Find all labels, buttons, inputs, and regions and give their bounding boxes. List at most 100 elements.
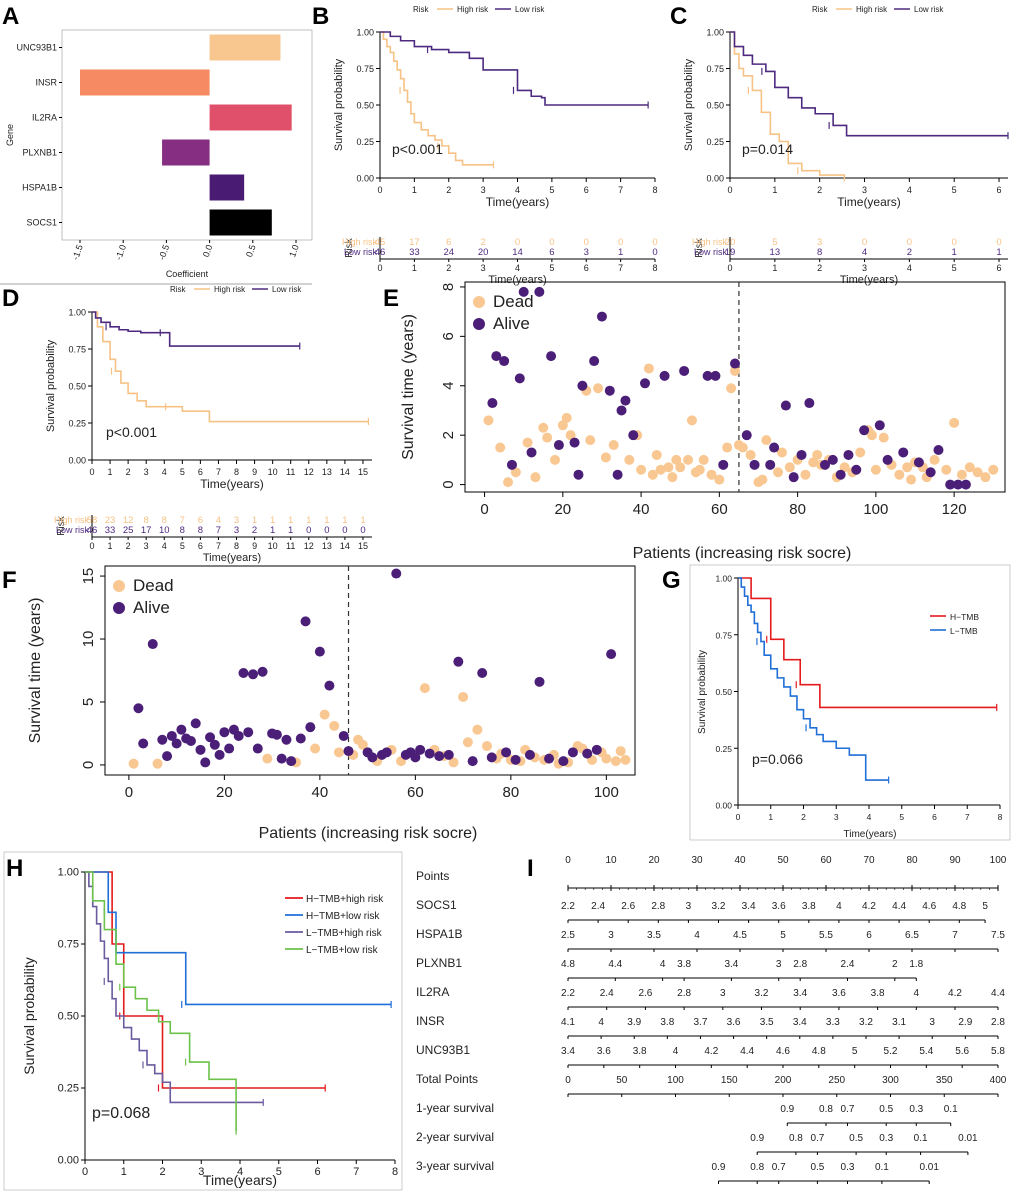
x-tick-label: 15 [358, 467, 368, 477]
alive-point [702, 370, 713, 381]
nomogram-tick-label: 4.4 [608, 959, 622, 970]
alive-point [314, 646, 325, 657]
nomogram-tick-label: 5.5 [819, 930, 833, 941]
alive-point [166, 730, 177, 741]
x-tick-label: 80 [789, 501, 806, 518]
risk-x-tick-label: 6 [997, 263, 1002, 273]
risk-row-label: Low risk [344, 247, 378, 257]
legend-label: H−TMB+high risk [306, 894, 384, 905]
nomogram-tick-label: 4.4 [892, 901, 906, 912]
x-tick-label: 1 [772, 185, 777, 195]
legend-label-low: Low risk [914, 5, 944, 14]
dead-point [462, 737, 473, 748]
nomogram-tick-label: 4.2 [862, 901, 876, 912]
x-tick-label: 1 [412, 185, 417, 195]
y-tick-label: 0 [440, 480, 457, 488]
alive-point [534, 286, 545, 297]
alive-point [874, 420, 885, 431]
dead-point [472, 724, 483, 735]
dead-point [706, 469, 717, 480]
y-tick-label: 0.00 [356, 174, 374, 184]
axes-panel-G: 0 1 2 3 4 5 6 7 8 0.00 0.25 0.50 0.75 1.00 p=0.066 Surv… [689, 564, 1011, 841]
alive-point [573, 469, 584, 480]
alive-point [780, 400, 791, 411]
nomogram-tick-label: 300 [882, 1075, 899, 1086]
x-tick-label: 1 [108, 467, 113, 477]
x-tick-label: 1 [768, 812, 773, 822]
nomogram-tick-label: 4.1 [561, 1017, 575, 1028]
nomogram-tick-label: 7 [952, 930, 958, 941]
legend-marker-alive [113, 602, 125, 614]
risk-count: 0 [652, 237, 657, 248]
risk-count: 0 [515, 237, 520, 248]
nomogram-row-label: PLXNB1 [416, 956, 462, 970]
dead-point [610, 756, 621, 767]
alive-point [499, 356, 510, 367]
y-tick-label: 1.00 [706, 28, 724, 38]
nomogram-tick-label: 3 [929, 1017, 935, 1028]
dead-point [722, 442, 733, 453]
dead-point [561, 412, 572, 423]
category-label: INSR [35, 78, 57, 88]
alive-point [453, 656, 464, 667]
alive-point [616, 405, 627, 416]
dead-point [683, 454, 694, 465]
x-tick-label: 80 [503, 784, 520, 801]
alive-point [569, 437, 580, 448]
alive-point [257, 666, 268, 677]
risk-count: 6 [549, 247, 554, 258]
y-axis-title: Survival probability [697, 650, 708, 734]
nomogram-tick-label: 70 [863, 855, 875, 866]
dead-point [730, 365, 740, 376]
nomogram-tick-label: 200 [775, 1075, 792, 1086]
risk-x-tick-label: 9 [252, 541, 257, 551]
nomogram-row-label: Points [416, 869, 449, 883]
x-tick-label: 0.5 [244, 243, 258, 258]
risk-count: 2 [252, 525, 257, 536]
x-tick-label: 7 [965, 812, 970, 822]
nomogram-tick-label: 4.8 [812, 1046, 826, 1057]
dead-point [620, 754, 631, 765]
risk-count: 1 [996, 247, 1001, 258]
nomogram-tick-label: 0 [565, 855, 571, 866]
dead-point [550, 454, 560, 465]
legend-label-alive: Alive [493, 314, 530, 333]
x-tick-label: 9 [252, 467, 257, 477]
dead-point [655, 464, 666, 475]
nomogram-tick-label: 3.6 [597, 1046, 611, 1057]
nomogram-tick-label: 5.8 [991, 1046, 1005, 1057]
alive-point [343, 746, 354, 757]
y-tick-label: 5 [80, 698, 97, 706]
km-curve-3 [85, 871, 237, 1132]
x-axis-title: Time(years) [203, 1172, 277, 1188]
risk-count: 1 [288, 525, 293, 536]
x-tick-label: 4 [907, 185, 912, 195]
dead-point [128, 758, 139, 769]
alive-point [133, 703, 144, 714]
x-tick-label: 0.0 [201, 243, 215, 258]
risk-count: 2 [480, 237, 485, 248]
alive-point [788, 472, 799, 483]
alive-point [558, 756, 569, 767]
panel-a-frame [61, 29, 313, 241]
dead-point [542, 432, 553, 443]
alive-point [589, 356, 600, 367]
p-value: p=0.014 [742, 141, 793, 157]
dead-point [757, 474, 768, 485]
risk-count: 1 [252, 515, 257, 526]
panel-f: 0 20 40 60 80 100 0 5 10 15 Dead Alive Patients (inc… [27, 565, 636, 842]
dead-point [647, 469, 658, 480]
nomogram-tick-label: 0.8 [789, 1133, 803, 1144]
nomogram-tick-label: 3.4 [724, 959, 738, 970]
x-tick-label: 2 [801, 812, 806, 822]
dead-point [808, 457, 819, 468]
alive-point [749, 459, 760, 470]
nomogram-tick-label: 4.2 [948, 988, 962, 999]
risk-count: 25 [123, 525, 134, 536]
nomogram-row-label: 1-year survival [416, 1101, 494, 1115]
nomogram-tick-label: 2.9 [958, 1017, 972, 1028]
risk-x-tick-label: 13 [322, 541, 332, 551]
nomogram-tick-label: 0.3 [879, 1133, 893, 1144]
risk-count: 0 [306, 525, 311, 536]
